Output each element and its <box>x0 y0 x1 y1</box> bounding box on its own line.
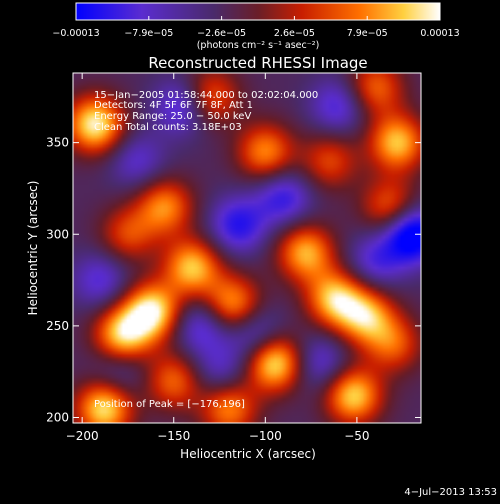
colorbar-tick-label: 7.9e−05 <box>347 28 388 39</box>
heatmap-image <box>73 73 421 423</box>
colorbar: −0.00013 −7.9e−05 −2.6e−05 2.6e−05 7.9e−05 0.… <box>52 2 460 51</box>
annotation-peak: Position of Peak = [−176,196] <box>94 399 245 410</box>
chart-title: Reconstructed RHESSI Image <box>148 54 367 72</box>
x-axis-label: Heliocentric X (arcsec) <box>180 447 316 461</box>
colorbar-gradient <box>75 2 441 21</box>
plot-frame <box>72 72 422 424</box>
colorbar-tick-label: 0.00013 <box>420 28 459 39</box>
x-tick-label: −200 <box>66 429 99 443</box>
x-tick-label: −100 <box>249 429 282 443</box>
footer-timestamp: 4−Jul−2013 13:53 <box>404 487 497 498</box>
y-tick-label: 200 <box>46 411 69 425</box>
annotation-clean: Clean Total counts: 3.18E+03 <box>94 122 242 133</box>
colorbar-tick-label: 2.6e−05 <box>274 28 315 39</box>
annotation-time: 15−Jan−2005 01:58:44.000 to 02:02:04.000 <box>94 90 318 101</box>
colorbar-tick-label: −0.00013 <box>52 28 99 39</box>
colorbar-tick-label: −2.6e−05 <box>197 28 246 39</box>
annotation-energy: Energy Range: 25.0 − 50.0 keV <box>94 111 251 122</box>
colorbar-tick-label: −7.9e−05 <box>124 28 173 39</box>
y-axis-label: Heliocentric Y (arcsec) <box>26 181 40 316</box>
x-tick-label: −150 <box>157 429 190 443</box>
y-tick-label: 350 <box>46 136 69 150</box>
x-tick-label: −50 <box>344 429 369 443</box>
colorbar-units: (photons cm⁻² s⁻¹ asec⁻²) <box>197 40 320 51</box>
y-tick-label: 300 <box>46 227 69 241</box>
annotation-detectors: Detectors: 4F 5F 6F 7F 8F, Att 1 <box>94 100 253 111</box>
y-tick-label: 250 <box>46 319 69 333</box>
plot-area: −200 −150 −100 −50 200 250 300 350 15−Jan−2005… <box>46 72 422 443</box>
